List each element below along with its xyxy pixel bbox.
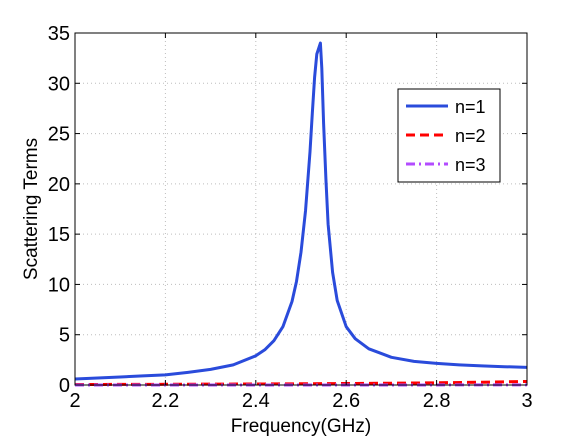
x-tick-label: 2	[69, 390, 80, 412]
legend-label: n=3	[455, 155, 486, 175]
x-tick-label: 3	[521, 390, 532, 412]
y-axis-label: Scattering Terms	[21, 138, 42, 280]
axes-frame	[74, 32, 528, 386]
legend-label: n=2	[455, 126, 486, 146]
y-tick-label: 25	[48, 124, 70, 146]
y-tick-label: 5	[59, 325, 70, 347]
legend: n=1 n=2 n=3	[397, 88, 501, 183]
x-axis-label: Frequency(GHz)	[231, 416, 371, 437]
grid	[75, 33, 527, 385]
x-tick-label: 2.8	[423, 390, 451, 412]
legend-label: n=1	[455, 97, 486, 117]
y-tick-label: 15	[48, 224, 70, 246]
series-line-n=1	[74, 41, 528, 381]
y-tick-label: 10	[48, 274, 70, 296]
x-tick-label: 2.2	[151, 390, 179, 412]
x-tick-label: 2.4	[242, 390, 270, 412]
y-tick-label: 0	[59, 375, 70, 397]
y-tick-label: 30	[48, 73, 70, 95]
y-tick-label: 20	[48, 174, 70, 196]
x-tick-label: 2.6	[332, 390, 360, 412]
y-tick-label: 35	[48, 23, 70, 45]
